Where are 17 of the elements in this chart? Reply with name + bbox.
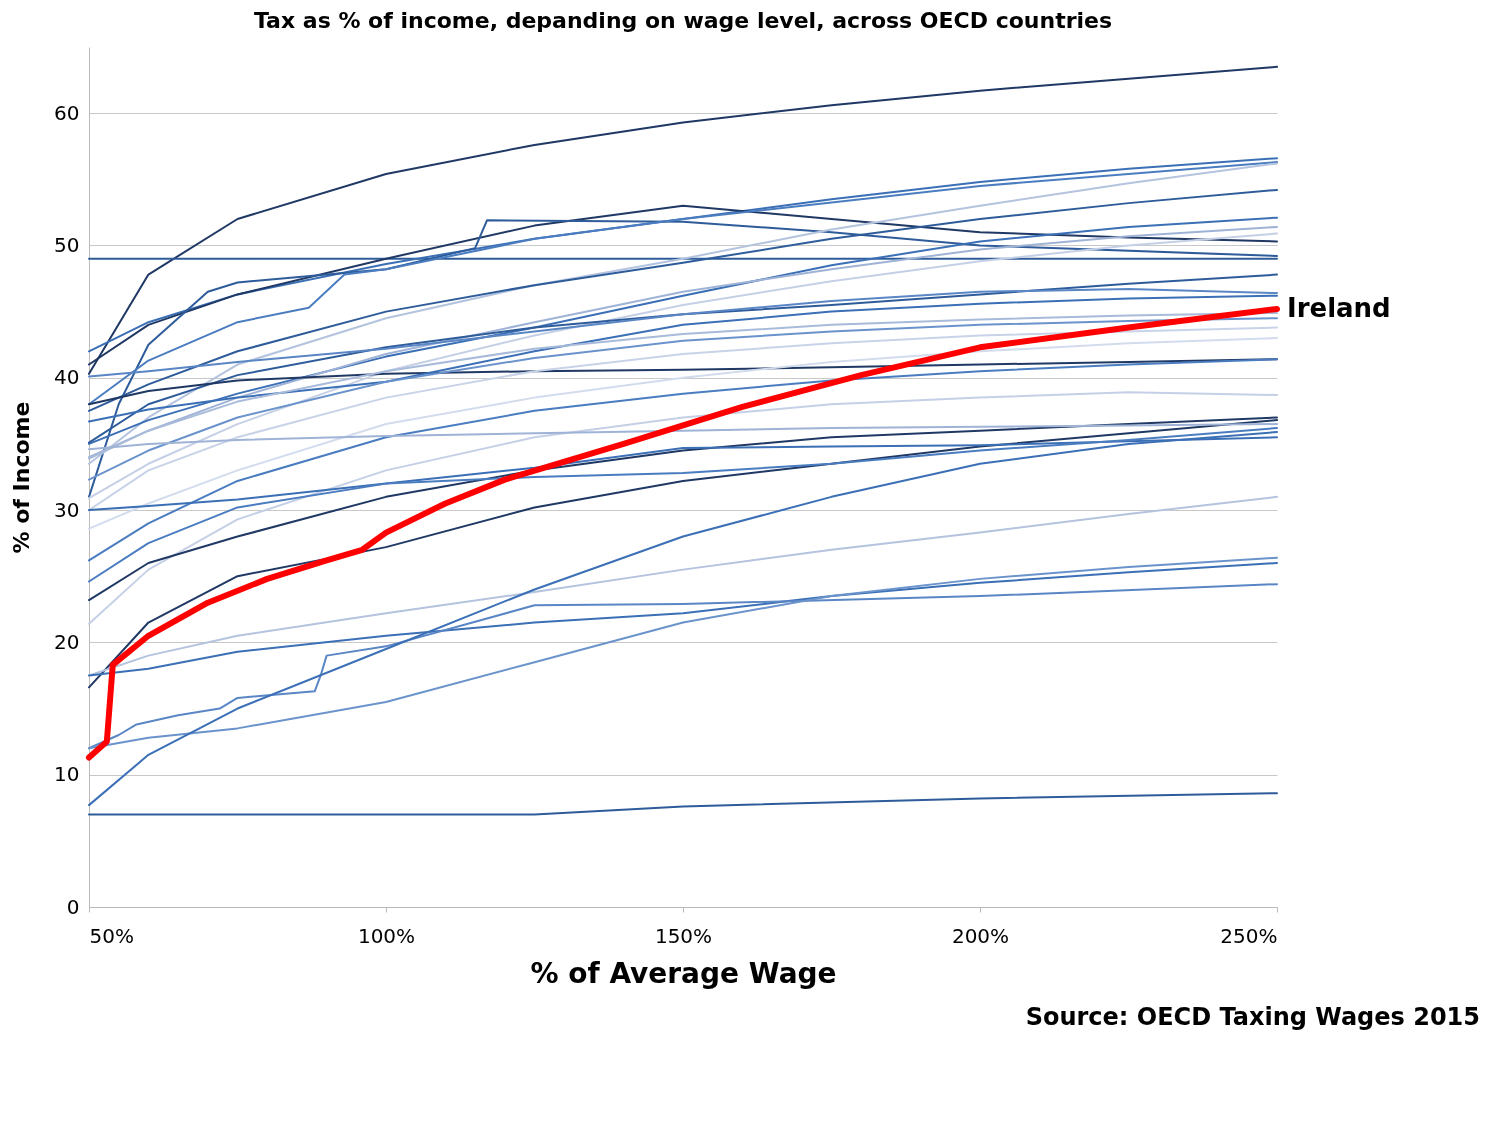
series-label: Ireland: [1287, 292, 1391, 323]
x-tick-label: 50%: [89, 923, 134, 948]
x-tick-label: 250%: [1220, 923, 1278, 948]
x-tick-label: 100%: [357, 923, 416, 948]
y-tick-label: 20: [54, 629, 80, 654]
y-tick-label: 30: [54, 497, 80, 522]
y-axis-title: % of Income: [9, 401, 35, 554]
x-tick-label: 150%: [654, 923, 713, 948]
y-tick-label: 50: [54, 232, 80, 257]
y-tick-label: 10: [54, 762, 80, 787]
y-tick-label: 40: [54, 365, 80, 390]
y-tick-label: 0: [66, 894, 80, 919]
source-note: Source: OECD Taxing Wages 2015: [1024, 1002, 1480, 1032]
x-tick-label: 200%: [951, 923, 1010, 948]
x-axis-title: % of Average Wage: [530, 956, 837, 990]
chart-title: Tax as % of income, depanding on wage level, across OECD countries: [253, 8, 1113, 33]
y-tick-label: 60: [54, 100, 80, 125]
